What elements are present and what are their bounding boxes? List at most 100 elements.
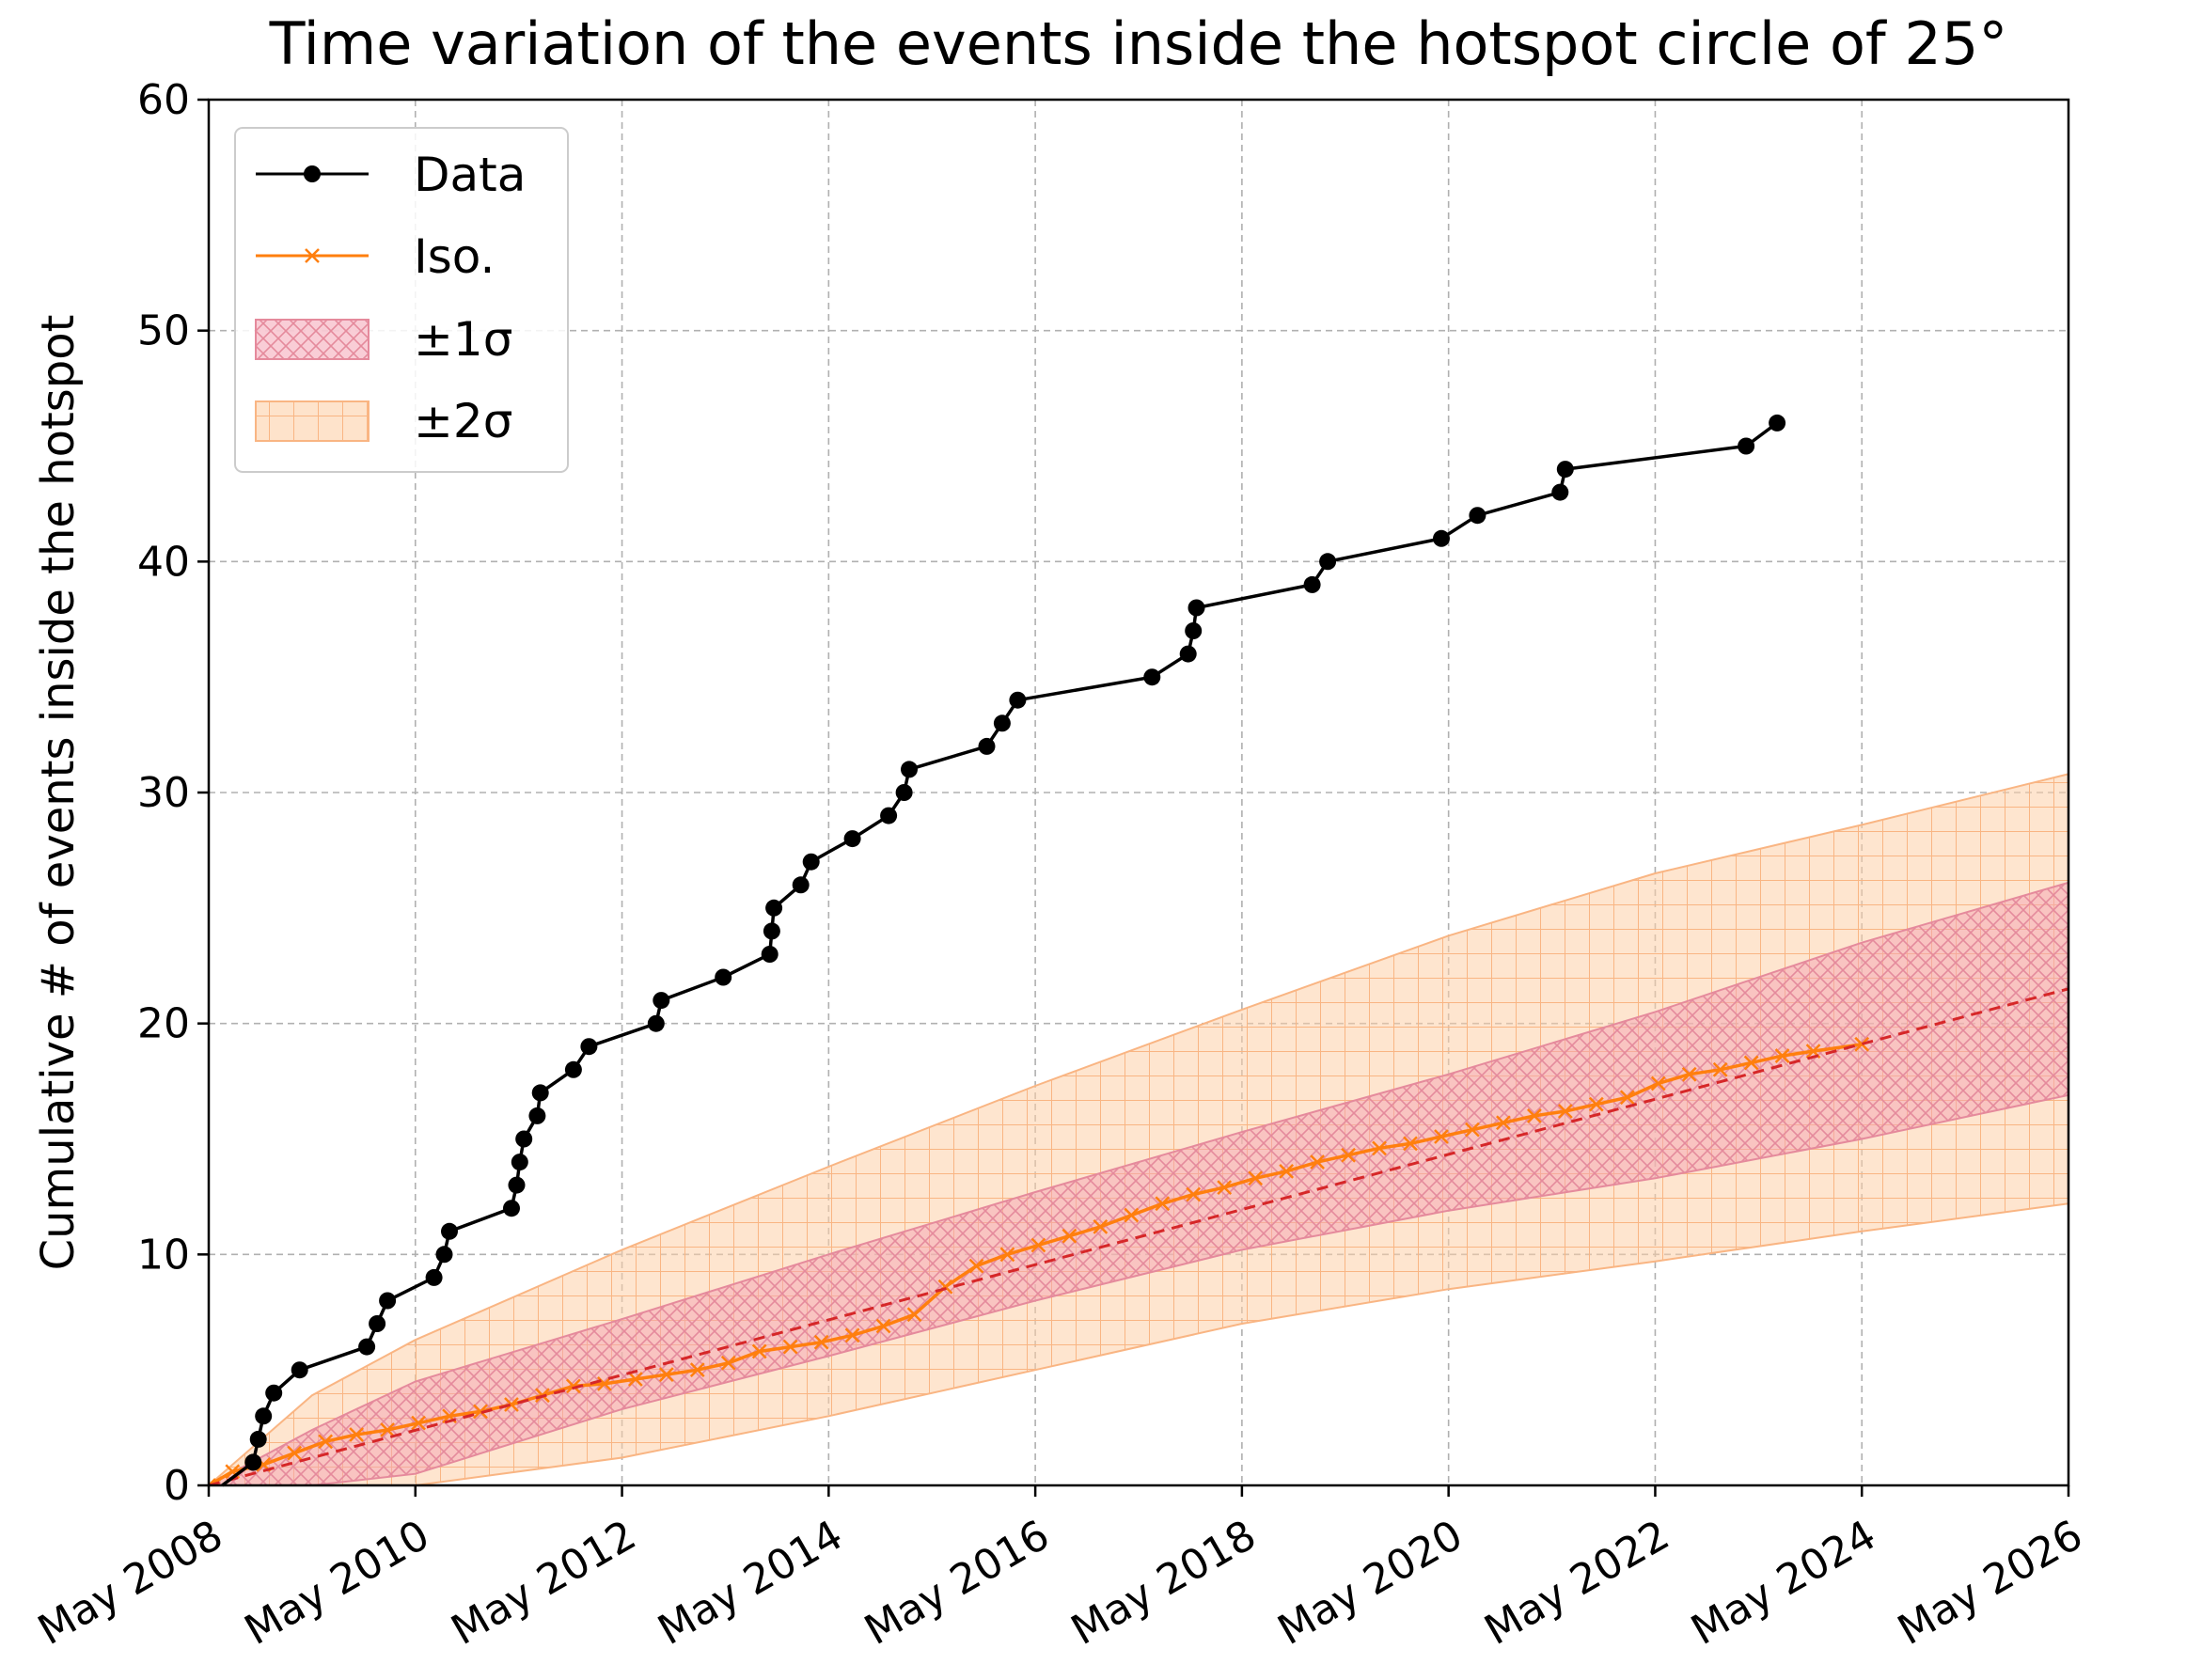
data-point xyxy=(763,922,780,940)
data-point xyxy=(379,1292,397,1310)
data-point xyxy=(1179,645,1197,663)
iso-point xyxy=(1619,1090,1635,1106)
data-point xyxy=(511,1154,528,1171)
iso-point xyxy=(1743,1055,1759,1071)
iso-point xyxy=(1030,1237,1046,1253)
iso-line xyxy=(209,1043,1863,1485)
data-point xyxy=(647,1014,665,1032)
iso-point xyxy=(906,1307,922,1323)
iso-point xyxy=(689,1362,705,1378)
data-point xyxy=(564,1060,582,1078)
y-axis: 0 10 20 30 40 50 60 xyxy=(137,76,209,1510)
x-tick-label: May 2008 xyxy=(30,1511,230,1655)
data-point xyxy=(978,737,996,755)
x-tick-label: May 2018 xyxy=(1063,1511,1264,1655)
confidence-bands xyxy=(209,773,2068,1485)
iso-point xyxy=(999,1247,1015,1263)
iso-point xyxy=(209,1478,216,1485)
data-point xyxy=(765,899,783,917)
data-point xyxy=(358,1338,376,1356)
iso-point xyxy=(1712,1061,1728,1077)
data-point xyxy=(1769,414,1786,432)
y-tick-label: 10 xyxy=(137,1231,190,1279)
legend-iso-marker xyxy=(305,248,320,263)
iso-point xyxy=(566,1378,581,1394)
data-point xyxy=(1551,483,1569,501)
iso-point xyxy=(1557,1104,1573,1119)
data-point xyxy=(435,1246,453,1264)
data-point xyxy=(895,784,913,801)
iso-point xyxy=(1526,1108,1542,1123)
legend: Data Iso. ±1σ ±2σ xyxy=(234,127,569,473)
x-tick-label: May 2022 xyxy=(1477,1511,1677,1655)
iso-point xyxy=(782,1339,798,1355)
iso-point xyxy=(1372,1140,1387,1156)
iso-point xyxy=(1341,1147,1356,1163)
data-point xyxy=(1303,575,1321,593)
data-point xyxy=(792,876,810,894)
iso-point xyxy=(1124,1207,1140,1223)
data-point xyxy=(802,853,820,871)
legend-item-iso: Iso. xyxy=(256,229,495,284)
legend-item-1sigma: ±1σ xyxy=(255,312,512,367)
chart-title: Time variation of the events inside the … xyxy=(269,9,2008,78)
data-point xyxy=(531,1084,549,1102)
iso-point xyxy=(1062,1228,1077,1244)
x-tick-label: May 2014 xyxy=(650,1511,850,1655)
y-axis-label: Cumulative # of events inside the hotspo… xyxy=(32,315,85,1271)
band-1sigma-hatch xyxy=(209,882,2068,1485)
iso-point xyxy=(380,1422,395,1437)
y-tick-label: 0 xyxy=(164,1462,190,1510)
iso-point xyxy=(1774,1048,1790,1063)
x-tick-label: May 2026 xyxy=(1890,1511,2090,1655)
data-point xyxy=(528,1107,546,1124)
expected-line xyxy=(209,987,2068,1485)
x-tick-label: May 2010 xyxy=(237,1511,437,1655)
y-tick-label: 50 xyxy=(137,307,190,355)
iso-point xyxy=(1310,1154,1325,1170)
data-point xyxy=(1469,507,1486,525)
data-point xyxy=(515,1130,533,1148)
iso-point xyxy=(720,1355,736,1371)
iso-point xyxy=(1854,1036,1870,1052)
data-point xyxy=(369,1315,386,1332)
y-tick-label: 60 xyxy=(137,76,190,124)
x-tick-label: May 2024 xyxy=(1683,1511,1883,1655)
iso-point xyxy=(875,1318,891,1334)
data-point xyxy=(993,714,1011,732)
data-point xyxy=(1738,437,1755,455)
iso-point xyxy=(287,1445,303,1461)
iso-point xyxy=(1465,1122,1480,1138)
iso-point xyxy=(658,1367,674,1382)
data-point xyxy=(508,1176,526,1194)
data-point xyxy=(255,1407,273,1425)
data-point xyxy=(901,761,918,778)
markers xyxy=(221,414,1786,1487)
legend-data-marker xyxy=(304,165,321,182)
data-point xyxy=(441,1222,458,1240)
iso-point xyxy=(627,1372,643,1387)
iso-point xyxy=(1588,1096,1604,1112)
legend-label-data: Data xyxy=(414,148,526,202)
iso-point xyxy=(813,1334,829,1350)
data-point xyxy=(580,1038,598,1056)
iso-point xyxy=(1093,1218,1109,1234)
series xyxy=(209,987,2068,1485)
data-point xyxy=(843,830,861,848)
legend-label-2sigma: ±2σ xyxy=(414,394,512,448)
iso-point xyxy=(1248,1170,1264,1186)
x-axis: May 2008 May 2010 May 2012 May 2014 May 2016… xyxy=(30,1485,2091,1655)
data-point xyxy=(291,1361,308,1379)
data-point xyxy=(1188,599,1205,617)
legend-item-2sigma: ±2σ xyxy=(255,394,512,448)
y-tick-label: 40 xyxy=(137,538,190,586)
x-tick-label: May 2020 xyxy=(1270,1511,1471,1655)
iso-point xyxy=(1650,1076,1666,1091)
y-tick-label: 20 xyxy=(137,1000,190,1048)
data-point xyxy=(1143,668,1161,686)
data-point xyxy=(1185,622,1203,639)
x-tick-label: May 2016 xyxy=(857,1511,1057,1655)
data-point xyxy=(1556,461,1574,479)
legend-item-data: Data xyxy=(256,148,526,202)
